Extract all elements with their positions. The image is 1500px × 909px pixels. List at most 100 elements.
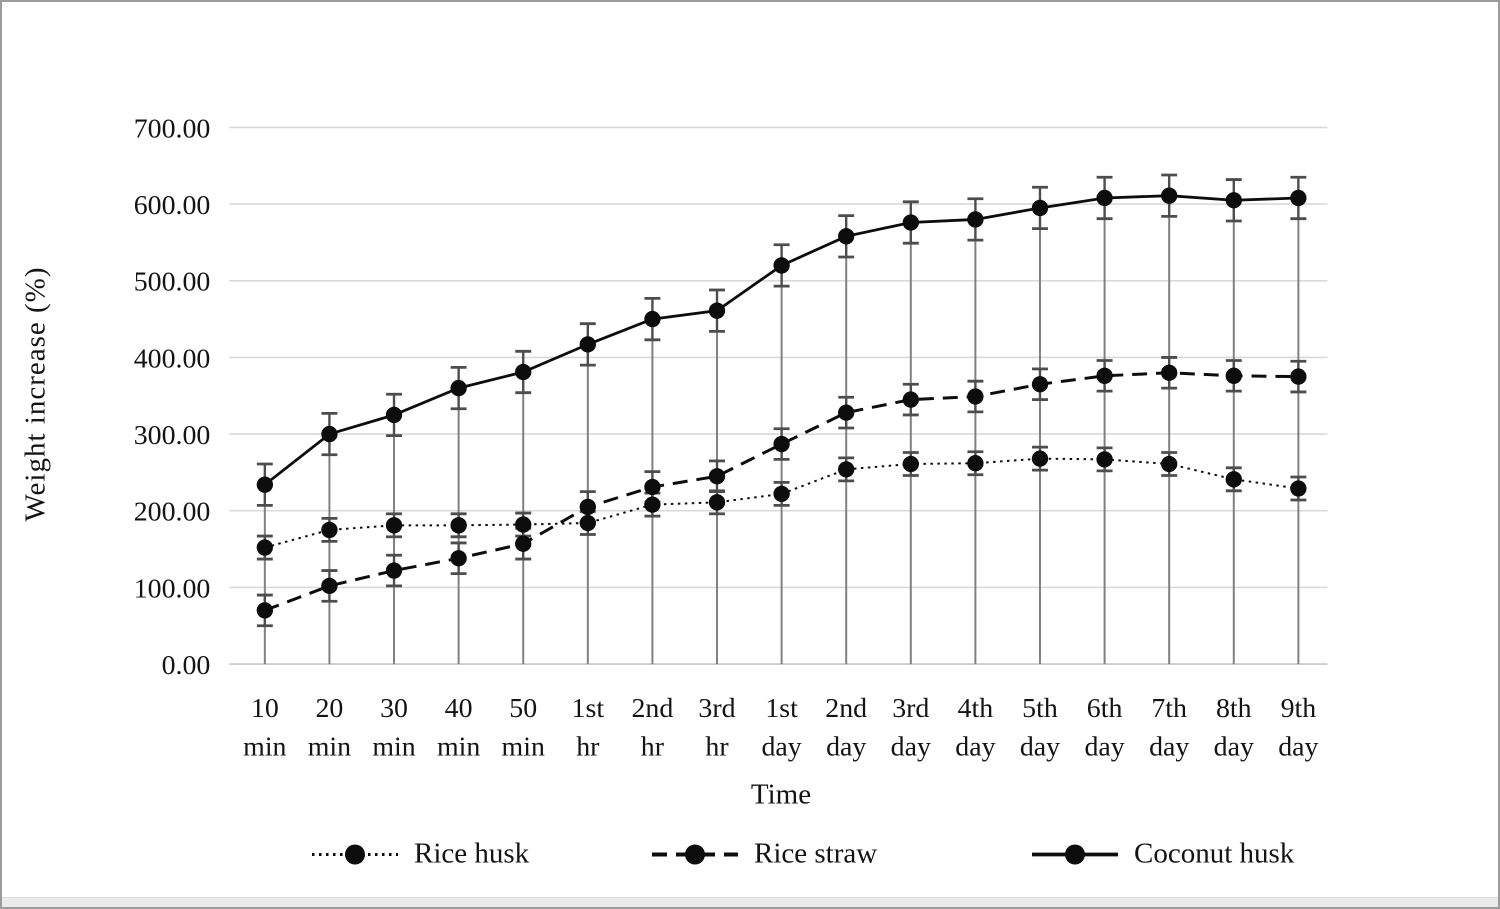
data-point-rice-straw <box>1290 368 1307 385</box>
x-tick-line: 3rd <box>892 693 929 724</box>
data-point-rice-husk <box>1290 480 1307 497</box>
x-tick-line: 7th <box>1151 693 1187 724</box>
y-tick-label: 100.00 <box>134 573 211 604</box>
data-point-rice-husk <box>644 496 661 513</box>
data-point-rice-husk <box>579 514 596 532</box>
x-tick-line: hr <box>641 732 665 763</box>
x-tick-line: 5th <box>1022 693 1058 724</box>
x-tick-label: 30 min <box>372 693 415 763</box>
legend-label: Rice straw <box>754 837 878 870</box>
x-tick-line: min <box>243 732 286 763</box>
data-point-rice-straw <box>838 404 855 421</box>
y-tick-label: 500.00 <box>134 267 211 298</box>
data-point-rice-straw <box>385 562 403 579</box>
data-point-coconut-husk <box>1096 189 1113 207</box>
x-tick-line: min <box>308 732 351 763</box>
x-tick-line: day <box>1278 732 1318 763</box>
data-point-rice-straw <box>1225 367 1242 384</box>
x-tick-line: day <box>761 732 801 763</box>
x-tick-line: day <box>1020 732 1060 763</box>
x-tick-line: 20 <box>315 693 343 724</box>
data-point-rice-husk <box>1161 455 1178 473</box>
data-point-rice-husk <box>773 485 790 503</box>
legend-entry-rice-straw: Rice straw <box>650 838 877 871</box>
y-tick-label: 300.00 <box>134 420 211 451</box>
data-point-coconut-husk <box>708 302 726 319</box>
series-line-rice-husk <box>264 457 1299 549</box>
x-tick-label: 3rd day <box>891 693 931 763</box>
x-tick-label: 1st day <box>761 693 801 763</box>
data-point-rice-husk <box>450 517 467 534</box>
data-point-coconut-husk <box>902 214 919 231</box>
x-tick-label: 50 min <box>502 693 545 763</box>
data-point-coconut-husk <box>1031 199 1049 217</box>
x-tick-label: 40 min <box>437 693 480 763</box>
x-tick-line: 30 <box>380 693 408 724</box>
data-point-rice-straw <box>773 435 790 453</box>
series-line-rice-straw <box>264 371 1299 612</box>
data-point-rice-husk <box>1225 471 1242 488</box>
x-tick-label: 20 min <box>308 693 351 763</box>
data-point-coconut-husk <box>967 211 984 228</box>
data-point-rice-straw <box>902 391 919 408</box>
y-tick-label: 600.00 <box>134 190 211 221</box>
data-point-coconut-husk <box>256 476 273 493</box>
x-tick-line: 4th <box>958 693 994 724</box>
x-tick-label: 4th day <box>955 693 995 763</box>
legend-entry-coconut-husk: Coconut husk <box>1030 838 1294 871</box>
data-point-rice-straw <box>1031 376 1049 393</box>
data-point-coconut-husk <box>838 228 855 245</box>
y-tick-label: 700.00 <box>134 113 211 144</box>
y-tick-label: 400.00 <box>134 343 211 374</box>
x-tick-line: min <box>437 732 480 763</box>
data-point-coconut-husk <box>321 425 338 443</box>
legend-marker-dot <box>345 844 365 864</box>
data-point-coconut-husk <box>644 310 661 328</box>
x-tick-label: 1st hr <box>572 693 605 763</box>
x-tick-line: day <box>891 732 931 763</box>
x-tick-line: day <box>1084 732 1124 763</box>
data-point-rice-straw <box>321 577 338 595</box>
legend-swatch-solid-line <box>1032 844 1118 864</box>
data-point-rice-straw <box>708 468 726 485</box>
data-point-rice-husk <box>838 461 855 478</box>
legend-marker-dot <box>685 844 705 864</box>
data-point-coconut-husk <box>579 336 596 353</box>
x-tick-line: day <box>955 732 995 763</box>
x-tick-line: 40 <box>445 693 473 724</box>
x-axis-title: Time <box>750 778 812 811</box>
data-point-rice-husk <box>385 517 403 534</box>
figure-bottom-strip <box>2 897 1498 907</box>
data-point-rice-straw <box>1096 367 1113 384</box>
legend-swatch-dotted-line <box>312 844 398 864</box>
data-point-rice-straw <box>1161 364 1178 381</box>
x-tick-label: 7th day <box>1149 693 1189 763</box>
x-tick-label: 2nd hr <box>632 693 674 763</box>
x-tick-label: 5th day <box>1020 693 1060 763</box>
data-point-rice-straw <box>967 388 984 405</box>
x-tick-label: 10 min <box>243 693 286 763</box>
data-point-coconut-husk <box>1161 187 1178 204</box>
data-point-rice-husk <box>256 539 273 556</box>
x-tick-line: 2nd <box>825 693 867 724</box>
data-point-coconut-husk <box>515 363 532 381</box>
x-tick-line: 1st <box>572 693 605 724</box>
data-point-rice-husk <box>1031 450 1049 467</box>
x-tick-line: min <box>502 732 545 763</box>
x-tick-line: 6th <box>1087 693 1123 724</box>
x-tick-line: 1st <box>765 693 798 724</box>
x-tick-label: 8th day <box>1214 693 1254 763</box>
data-point-rice-straw <box>515 535 532 552</box>
legend-marker-dot <box>1065 844 1085 864</box>
y-tick-label: 200.00 <box>134 497 211 528</box>
legend-label: Rice husk <box>414 837 530 870</box>
data-point-coconut-husk <box>385 406 403 424</box>
x-tick-line: day <box>826 732 866 763</box>
x-tick-line: 9th <box>1281 693 1317 724</box>
data-point-rice-husk <box>902 455 919 473</box>
x-tick-line: 3rd <box>698 693 735 724</box>
x-tick-line: min <box>372 732 415 763</box>
y-axis-title: Weight increase (%) <box>19 266 52 522</box>
